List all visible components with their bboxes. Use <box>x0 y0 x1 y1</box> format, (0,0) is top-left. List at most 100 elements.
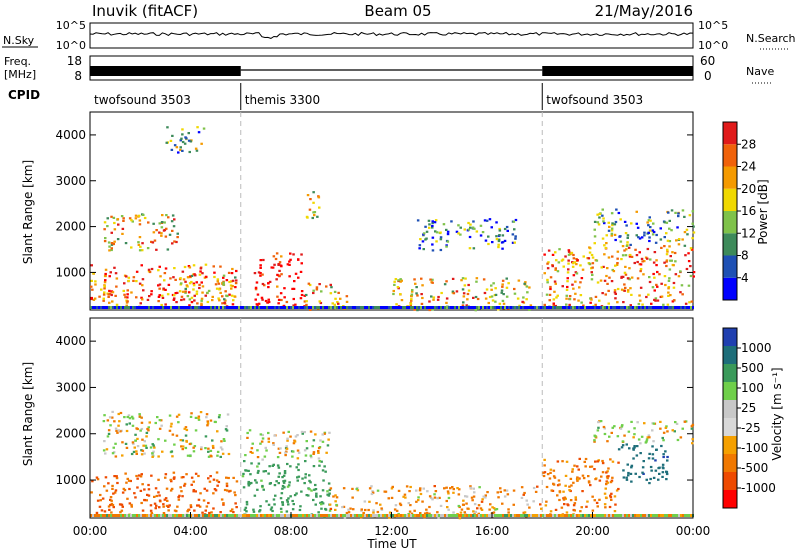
data-cell <box>392 514 394 517</box>
data-cell <box>263 455 267 458</box>
data-cell <box>616 257 619 260</box>
data-cell <box>285 447 289 450</box>
data-cell <box>274 257 278 261</box>
data-cell <box>592 306 594 309</box>
data-cell <box>163 272 167 275</box>
data-cell <box>199 411 203 414</box>
data-cell <box>494 514 496 517</box>
data-cell <box>621 444 625 447</box>
data-cell <box>233 491 236 494</box>
data-cell <box>296 514 298 517</box>
data-cell <box>655 283 658 286</box>
data-cell <box>142 213 145 216</box>
data-cell <box>582 255 585 258</box>
data-cell <box>623 434 626 437</box>
data-cell <box>281 476 284 479</box>
data-cell <box>227 452 231 456</box>
data-cell <box>347 511 351 514</box>
data-cell <box>213 271 216 274</box>
data-cell <box>691 237 694 240</box>
data-cell <box>214 306 216 309</box>
data-cell <box>481 498 484 501</box>
data-cell <box>130 503 133 506</box>
data-cell <box>648 482 651 485</box>
data-cell <box>215 287 219 290</box>
data-cell <box>308 208 312 211</box>
data-cell <box>143 499 146 502</box>
data-cell <box>436 298 440 301</box>
data-cell <box>284 306 286 309</box>
data-cell <box>222 274 226 277</box>
data-cell <box>482 495 485 498</box>
data-cell <box>218 288 221 291</box>
data-cell <box>691 423 695 426</box>
data-cell <box>196 126 199 129</box>
data-cell <box>594 306 596 309</box>
data-cell <box>254 298 257 301</box>
data-cell <box>194 306 196 309</box>
data-cell <box>596 429 600 432</box>
data-cell <box>225 484 229 488</box>
data-cell <box>278 451 282 454</box>
data-cell <box>604 506 607 509</box>
data-cell <box>617 487 620 491</box>
data-cell <box>625 224 628 227</box>
data-cell <box>131 441 135 444</box>
data-cell <box>610 431 613 434</box>
data-cell <box>624 232 628 235</box>
data-cell <box>273 263 276 266</box>
data-cell <box>262 488 265 491</box>
data-cell <box>397 279 400 282</box>
data-cell <box>548 299 551 302</box>
data-cell <box>572 504 576 507</box>
data-cell <box>154 507 157 510</box>
data-cell <box>114 294 117 297</box>
data-cell <box>204 306 206 309</box>
data-cell <box>90 306 92 309</box>
data-cell <box>469 485 472 488</box>
data-cell <box>428 512 431 515</box>
data-cell <box>674 211 677 214</box>
data-cell <box>525 499 528 502</box>
data-cell <box>276 464 280 467</box>
data-cell <box>160 424 163 427</box>
data-cell <box>194 490 197 493</box>
data-cell <box>498 234 501 237</box>
data-cell <box>122 514 124 517</box>
data-cell <box>364 508 367 512</box>
data-cell <box>92 298 96 301</box>
colorbar-tick-label: -500 <box>741 461 768 475</box>
data-cell <box>419 238 422 241</box>
data-cell <box>414 514 416 517</box>
data-cell <box>380 514 382 517</box>
data-cell <box>315 286 319 289</box>
data-cell <box>594 295 598 298</box>
data-cell <box>179 486 182 489</box>
data-cell <box>90 279 93 282</box>
data-cell <box>461 304 465 307</box>
data-cell <box>474 309 477 312</box>
data-cell <box>198 273 202 276</box>
data-cell <box>288 275 291 278</box>
data-cell <box>192 264 196 267</box>
data-cell <box>130 306 132 309</box>
data-cell <box>130 505 133 508</box>
data-cell <box>356 514 358 517</box>
data-cell <box>508 514 510 517</box>
data-cell <box>451 290 455 293</box>
data-cell <box>543 464 546 467</box>
data-cell <box>434 306 436 309</box>
data-cell <box>275 480 278 483</box>
data-cell <box>257 271 261 274</box>
data-cell <box>250 514 252 517</box>
data-cell <box>210 514 212 517</box>
data-cell <box>218 514 220 517</box>
data-cell <box>569 499 573 502</box>
data-cell <box>469 226 472 229</box>
data-cell <box>571 283 574 286</box>
data-cell <box>319 301 323 305</box>
data-cell <box>332 495 335 498</box>
data-cell <box>596 514 598 517</box>
data-cell <box>580 277 584 280</box>
data-cell <box>206 422 210 425</box>
